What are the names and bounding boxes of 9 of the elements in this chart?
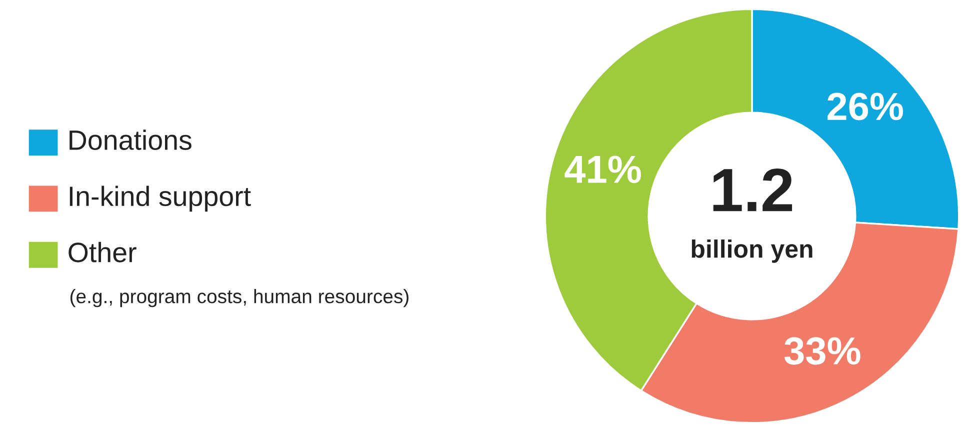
- data-label: 26%: [828, 92, 903, 120]
- legend-label: Donations: [70, 130, 192, 150]
- text: 1.2: [713, 168, 792, 212]
- text: (e.g., program costs, human resources): [70, 289, 408, 308]
- text: billion yen: [692, 240, 812, 263]
- data-label: 41%: [564, 156, 641, 184]
- legend-label: Other: [68, 242, 136, 262]
- legend-label: In-kind support: [70, 186, 251, 212]
- data-label: 33%: [784, 337, 860, 365]
